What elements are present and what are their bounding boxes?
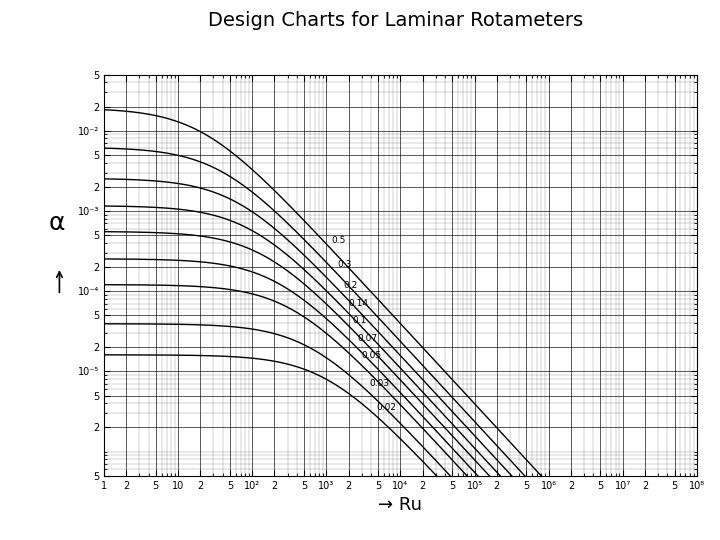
Text: 0.3: 0.3 xyxy=(338,260,352,269)
Text: 0.5: 0.5 xyxy=(332,235,346,245)
Text: 0.1: 0.1 xyxy=(353,316,367,325)
Text: 0.07: 0.07 xyxy=(357,334,377,343)
Text: 0.03: 0.03 xyxy=(369,379,389,388)
Text: 0.05: 0.05 xyxy=(361,352,382,360)
Y-axis label: α: α xyxy=(48,211,65,235)
Text: 0.14: 0.14 xyxy=(348,299,368,308)
Text: Design Charts for Laminar Rotameters: Design Charts for Laminar Rotameters xyxy=(208,11,584,30)
X-axis label: → Ru: → Ru xyxy=(379,496,423,514)
Text: 0.2: 0.2 xyxy=(343,281,358,290)
Text: 0.02: 0.02 xyxy=(377,403,396,412)
